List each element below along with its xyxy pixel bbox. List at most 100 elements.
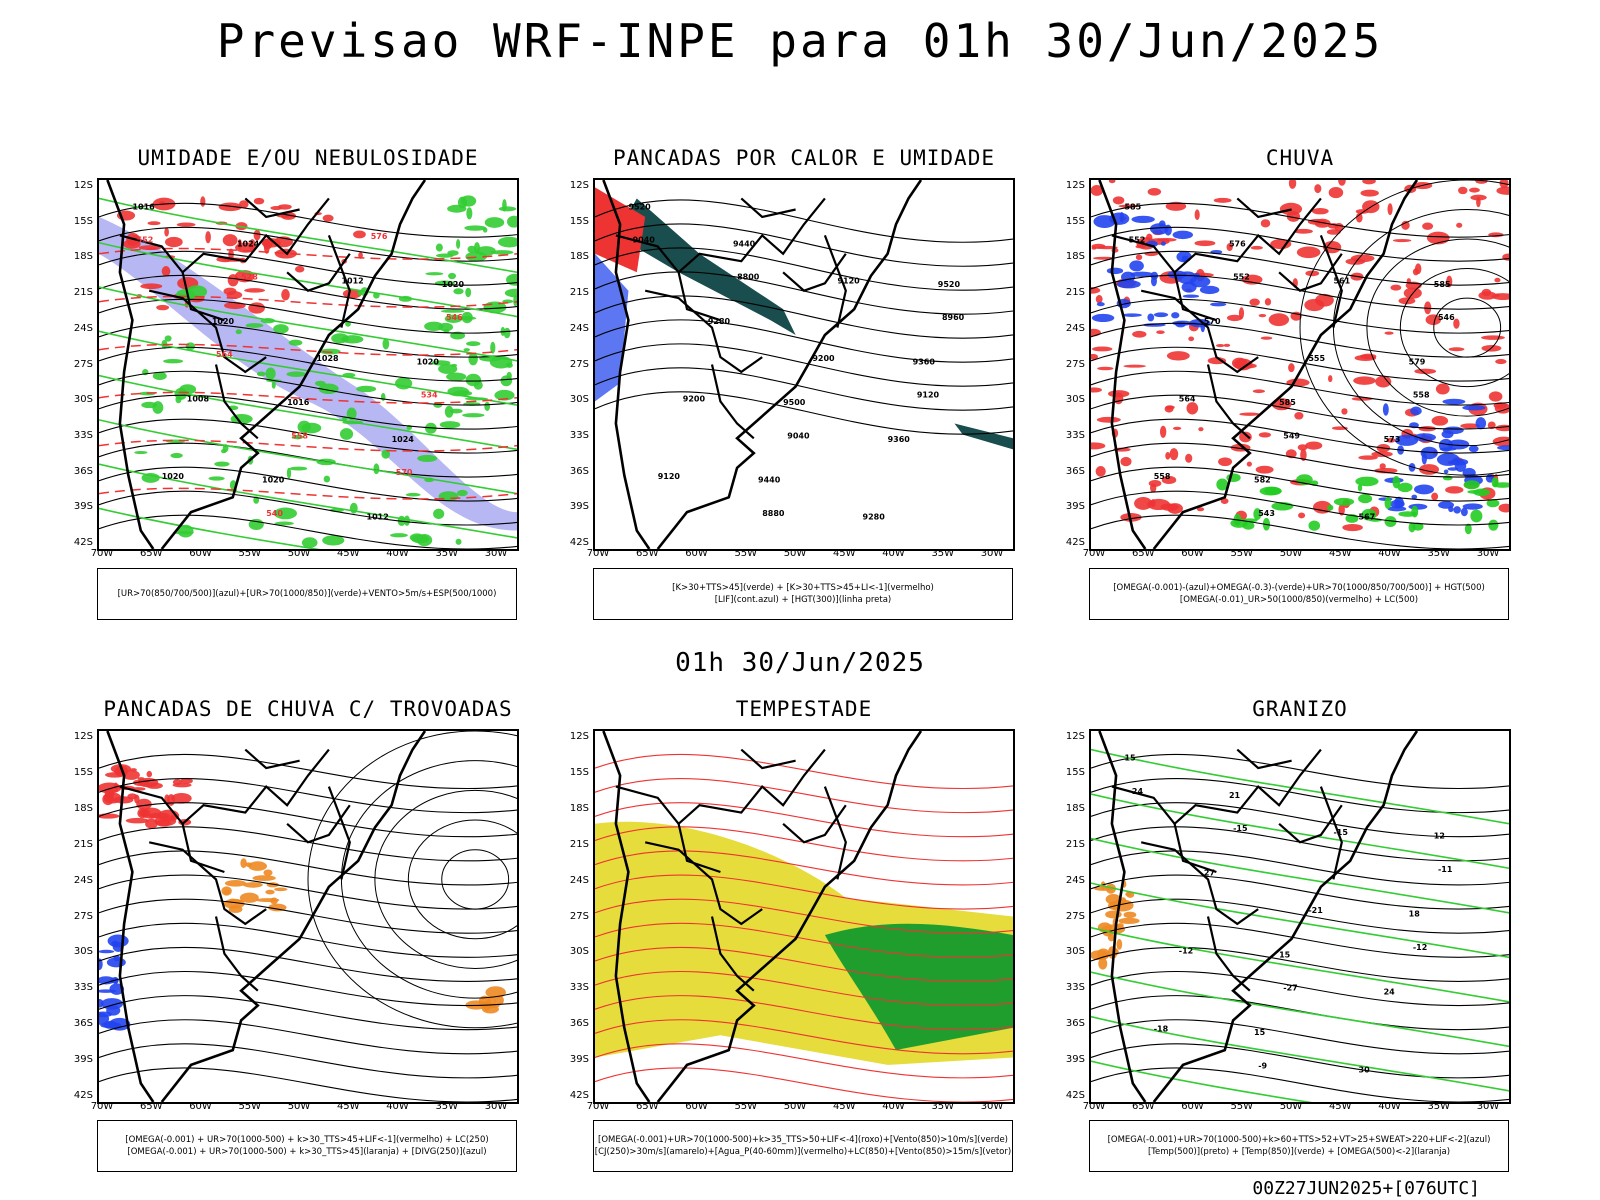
contour-line <box>99 322 517 358</box>
legend-line: [OMEGA(-0.001)+UR>70(1000-500)+k>60+TTS>… <box>1107 1135 1491 1145</box>
contour-label: 546 <box>446 313 463 322</box>
map-canvas: 1016 1016 1020 1020 1020 1024 1024 1020 1012 1008… <box>99 180 517 549</box>
lat-tick-label: 36S <box>1065 465 1085 477</box>
contour-line <box>595 995 1013 1031</box>
high-circulation <box>374 789 517 969</box>
lat-tick-label: 12S <box>1065 180 1085 191</box>
lon-tick-label: 40W <box>1378 548 1401 559</box>
contour-label: 9500 <box>783 398 806 407</box>
lon-tick-label: 30W <box>484 548 508 559</box>
contour-label: 9440 <box>733 239 756 248</box>
contour-label: 9040 <box>787 431 810 440</box>
lon-tick-label: 65W <box>635 548 659 559</box>
country-border <box>244 748 300 770</box>
contour-line <box>1091 1019 1509 1055</box>
lon-tick-label: 40W <box>386 548 409 559</box>
lon-tick-label: 65W <box>139 1101 163 1112</box>
contour-line <box>99 946 517 982</box>
lon-tick-label: 65W <box>1131 1101 1155 1112</box>
lat-tick-label: 27S <box>569 358 589 370</box>
lat-tick-label: 42S <box>1065 537 1085 548</box>
country-border <box>615 197 826 274</box>
lat-tick-label: 21S <box>569 838 589 850</box>
contour-label: -9 <box>1258 1062 1267 1071</box>
lon-tick-label: 30W <box>980 548 1004 559</box>
lat-tick-label: 24S <box>73 874 93 886</box>
contour-line <box>1091 466 1509 502</box>
legend-line: [OMEGA(-0.001)-(azul)+OMEGA(-0.3)-(verde… <box>1113 583 1485 593</box>
contour-line <box>99 202 517 238</box>
country-border <box>181 823 225 874</box>
contour-line <box>99 490 517 526</box>
contour-line <box>99 778 517 814</box>
lat-tick-label: 42S <box>569 537 589 548</box>
contour-label: 18 <box>1409 910 1421 919</box>
contour-label: 558 <box>291 431 308 440</box>
contour-label: 1020 <box>212 317 235 326</box>
lat-tick-label: 15S <box>1065 766 1085 778</box>
country-border <box>1173 823 1217 874</box>
lon-tick-label: 70W <box>90 1101 114 1112</box>
contour-line <box>99 850 517 886</box>
lon-tick-label: 60W <box>189 548 212 559</box>
thickness-contour <box>99 247 517 260</box>
country-border <box>1173 272 1217 322</box>
lon-tick-label: 40W <box>882 548 905 559</box>
contour-label: 1016 <box>132 203 155 212</box>
contour-label: 1008 <box>187 394 210 403</box>
forecast-map-1: 1016 1016 1020 1020 1020 1024 1024 1020 1012 1008… <box>97 178 519 551</box>
contour-line <box>595 1067 1013 1102</box>
map-canvas: 585 585 585 582 579 576 573 570 567 564 561 558 555 5… <box>1091 180 1509 549</box>
panel-title: TEMPESTADE <box>735 697 873 721</box>
lon-tick-label: 60W <box>1181 1101 1204 1112</box>
lat-tick-label: 15S <box>569 766 589 778</box>
contour-line <box>595 223 1013 267</box>
lon-tick-label: 35W <box>931 1101 955 1112</box>
contour-label: 8800 <box>737 273 760 282</box>
contour-label: -15 <box>1233 824 1248 833</box>
lon-tick-label: 30W <box>1476 1101 1500 1112</box>
contour-line <box>1091 418 1509 454</box>
lon-tick-label: 70W <box>1082 1101 1106 1112</box>
country-border <box>148 289 267 374</box>
contour-line <box>595 271 1013 315</box>
contour-line <box>1091 202 1509 238</box>
contour-label: 9360 <box>913 358 936 367</box>
lat-tick-label: 39S <box>1065 1054 1085 1066</box>
green-contour <box>1091 793 1509 870</box>
contour-line <box>1091 922 1509 958</box>
contour-line <box>1091 826 1509 862</box>
lat-tick-label: 33S <box>1065 982 1085 994</box>
contour-label: 1020 <box>162 472 185 481</box>
lat-tick-label: 15S <box>73 766 93 778</box>
forecast-map-6: 15 15 12 15 18 21 24 27 30 -12 -15 -18 -21 -24 -27 -11 -… <box>1089 729 1511 1104</box>
contour-label: 9440 <box>758 476 781 485</box>
lat-tick-label: 21S <box>569 287 589 299</box>
contour-label: -24 <box>1129 787 1144 796</box>
contour-line <box>1091 490 1509 526</box>
contour-line <box>595 391 1013 435</box>
country-border <box>644 841 763 926</box>
country-border <box>782 804 847 844</box>
lat-tick-label: 24S <box>1065 874 1085 886</box>
contour-line <box>595 970 1013 1007</box>
contour-line <box>595 850 1013 886</box>
contour-label: 30 <box>1359 1065 1371 1074</box>
contour-label: 1020 <box>262 476 285 485</box>
contour-label: 1020 <box>442 280 465 289</box>
contour-line <box>1091 898 1509 934</box>
lon-tick-label: 35W <box>1427 548 1451 559</box>
contour-line <box>99 970 517 1007</box>
contour-line <box>1091 514 1509 549</box>
country-border <box>1111 748 1322 826</box>
legend-line: [Temp(500)](preto) + [Temp(850)](verde) … <box>1147 1147 1451 1157</box>
lat-tick-label: 36S <box>73 465 93 477</box>
lat-tick-label: 24S <box>73 322 93 334</box>
contour-line <box>1091 753 1509 790</box>
lon-tick-label: 55W <box>1230 1101 1254 1112</box>
country-border <box>1278 804 1343 844</box>
contour-label: 585 <box>1279 398 1296 407</box>
country-border <box>1111 197 1322 274</box>
lat-tick-label: 42S <box>569 1090 589 1101</box>
contour-line <box>99 514 517 549</box>
